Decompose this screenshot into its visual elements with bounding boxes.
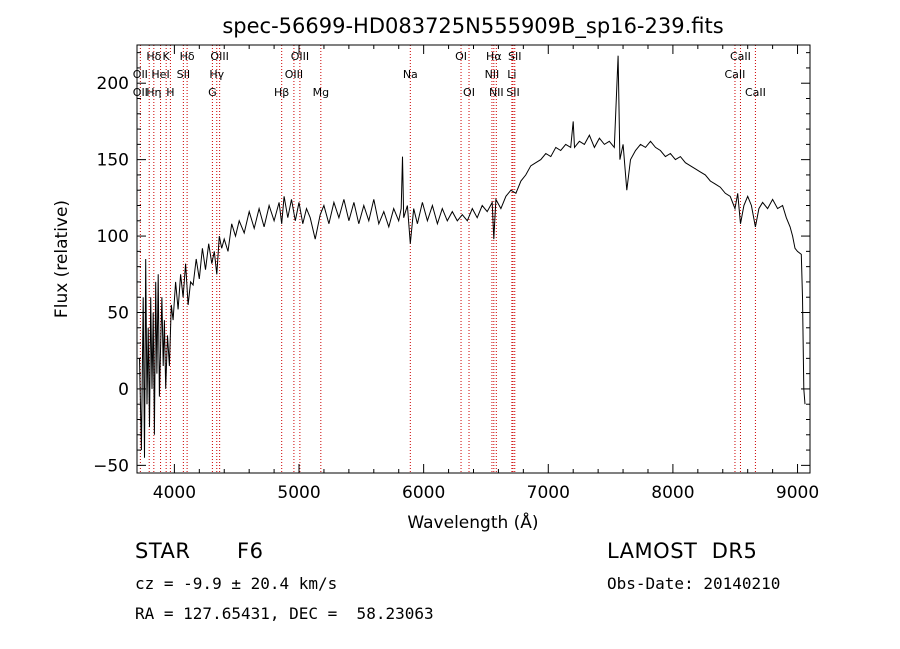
chart-title: spec-56699-HD083725N555909B_sp16-239.fit… (222, 14, 723, 39)
line-label: OI (463, 86, 475, 99)
line-label: Mg (313, 86, 329, 99)
line-label: CaII (725, 68, 746, 81)
obs-date-text: Obs-Date: 20140210 (607, 574, 781, 593)
spectrum-line (139, 55, 806, 458)
line-label: SII (177, 68, 190, 81)
line-label: Hδ (180, 50, 195, 63)
redshift-text: cz = -9.9 ± 20.4 km/s (135, 574, 338, 593)
line-label: G (208, 86, 217, 99)
x-axis: 4000 5000 6000 7000 8000 9000 (153, 45, 819, 503)
line-label: Hα (486, 50, 502, 63)
line-label: SII (506, 86, 519, 99)
subclass-label: F6 (237, 539, 264, 563)
class-label: STAR (135, 539, 191, 563)
x-axis-label: Wavelength (Å) (407, 511, 538, 533)
line-label: CaII (730, 50, 751, 63)
line-label: HeI (151, 68, 169, 81)
x-tick-label: 9000 (776, 483, 819, 503)
line-label: NII (489, 86, 504, 99)
y-tick-label: 200 (97, 74, 129, 94)
y-tick-label: 100 (97, 227, 129, 247)
line-label: OII (133, 68, 148, 81)
line-label: Li (507, 68, 516, 81)
y-tick-label: 0 (118, 380, 129, 400)
y-tick-label: 50 (107, 304, 129, 324)
plot-frame (136, 44, 811, 474)
y-axis: −50 0 50 100 150 200 (93, 52, 810, 476)
line-label: K (163, 50, 171, 63)
line-label: OIII (210, 50, 228, 63)
line-label: H (166, 86, 174, 99)
line-label: Hβ (274, 86, 289, 99)
y-tick-label: −50 (93, 456, 129, 476)
line-label: CaII (745, 86, 766, 99)
survey-label: LAMOST DR5 (607, 539, 758, 563)
x-tick-label: 6000 (402, 483, 445, 503)
x-tick-label: 8000 (651, 483, 694, 503)
y-axis-label: Flux (relative) (52, 200, 72, 318)
line-label: Na (403, 68, 418, 81)
x-tick-label: 7000 (527, 483, 570, 503)
line-label: NII (485, 68, 500, 81)
line-label: SII (508, 50, 521, 63)
y-tick-label: 150 (97, 151, 129, 171)
line-label: Hγ (209, 68, 224, 81)
line-label: Hη (146, 86, 161, 99)
coordinates-text: RA = 127.65431, DEC = 58.23063 (135, 604, 434, 623)
x-tick-label: 5000 (277, 483, 320, 503)
line-label: OIII (291, 50, 309, 63)
line-label: OI (455, 50, 467, 63)
line-markers (139, 45, 756, 473)
line-label: OIII (285, 68, 303, 81)
x-tick-label: 4000 (153, 483, 196, 503)
line-label: Hδ (146, 50, 161, 63)
